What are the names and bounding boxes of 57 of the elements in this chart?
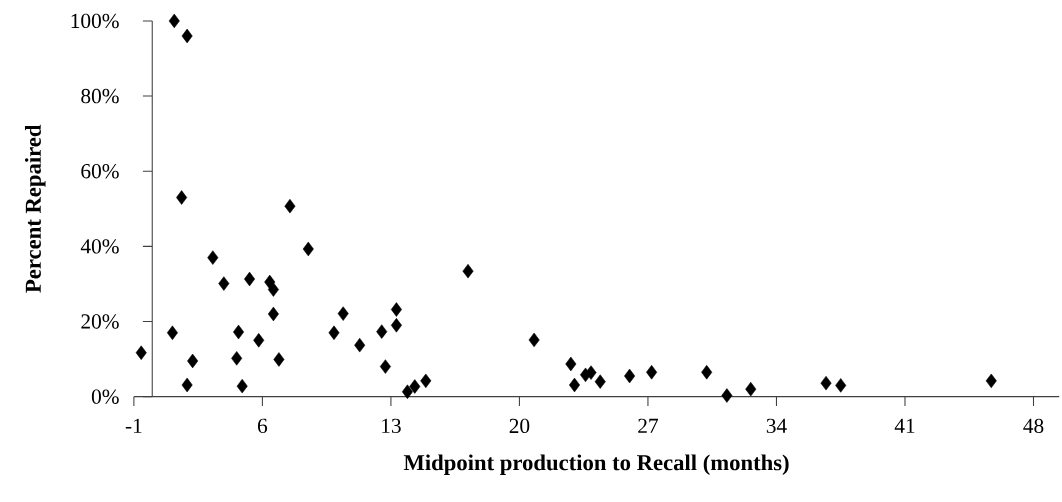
point (379, 359, 391, 374)
x-tick-label: 13 (382, 418, 401, 434)
point (181, 28, 193, 44)
point (207, 250, 219, 265)
point (166, 325, 178, 340)
point (302, 241, 314, 257)
point (624, 368, 636, 384)
x-axis-title: Midpoint production to Recall (months) (403, 454, 789, 475)
y-tick-label: 0% (91, 389, 119, 404)
point (168, 13, 180, 29)
point (528, 332, 540, 348)
point (745, 381, 757, 397)
point (354, 337, 366, 353)
point (376, 324, 388, 339)
point (337, 306, 349, 321)
point (328, 325, 340, 340)
point (135, 345, 147, 360)
point (565, 356, 577, 372)
point (390, 318, 402, 333)
point (701, 365, 713, 380)
point (820, 375, 832, 391)
point (420, 373, 432, 389)
point (187, 353, 199, 369)
point (409, 379, 421, 394)
x-tick-label: 20 (509, 418, 530, 434)
x-tick-label: 6 (257, 418, 268, 434)
point (267, 282, 279, 297)
point (231, 351, 243, 366)
y-tick-label: 20% (81, 314, 119, 329)
x-tick-label: -1 (125, 418, 142, 433)
point (594, 374, 606, 389)
point (462, 263, 474, 279)
point (646, 365, 658, 380)
point (721, 388, 733, 403)
point (401, 384, 413, 399)
point (284, 198, 296, 214)
point (390, 302, 402, 317)
y-tick-label: 40% (80, 239, 119, 254)
point (253, 333, 265, 348)
point (267, 306, 279, 322)
point (835, 378, 847, 393)
y-tick-label: 60% (81, 163, 119, 179)
y-tick-label: 100% (71, 13, 119, 29)
x-tick-label: 41 (894, 418, 915, 433)
point (585, 365, 597, 380)
point (985, 373, 997, 389)
x-tick-label: 48 (1023, 418, 1044, 434)
point (181, 377, 193, 393)
x-tick-label: 27 (638, 418, 659, 433)
point (244, 271, 256, 287)
point (176, 190, 188, 205)
point (273, 352, 285, 367)
x-tick-label: 34 (766, 418, 787, 434)
point (218, 276, 230, 291)
y-axis-title: Percent Repaired (24, 124, 46, 293)
y-tick-label: 80% (81, 88, 119, 104)
point (236, 378, 248, 394)
